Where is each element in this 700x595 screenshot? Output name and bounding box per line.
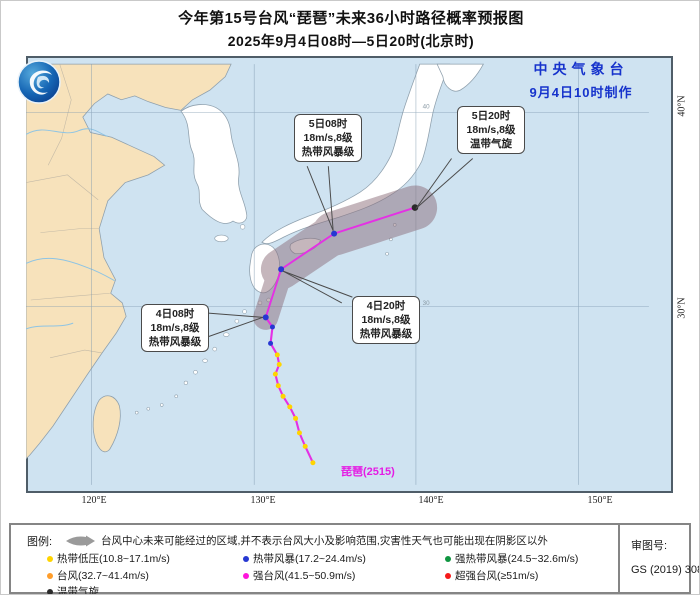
agency-issue-time: 9月4日10时制作	[529, 85, 633, 100]
agency-name: 中央气象台	[533, 61, 629, 77]
callout-time: 4日08时	[155, 308, 195, 320]
callout-time: 5日08时	[308, 118, 348, 130]
page-title: 今年第15号台风“琵琶”未来36小时路径概率预报图	[178, 10, 524, 27]
callout-5d20: 5日20时 18m/s,8级 温带气旋	[457, 106, 525, 154]
grid-intersection-label-30: 30	[423, 300, 430, 307]
callout-category: 温带气旋	[470, 138, 512, 150]
sty-dot-icon	[243, 573, 249, 580]
ty-dot-icon	[47, 573, 53, 580]
extratropical-dot-icon	[47, 589, 53, 594]
cone-legend-icon	[66, 535, 95, 547]
page-subtitle: 2025年9月4日08时—5日20时(北京时)	[227, 33, 475, 49]
legend-item-td: 热带低压(10.8~17.1m/s)	[47, 551, 170, 566]
sts-dot-icon	[445, 556, 451, 563]
callout-time: 4日20时	[366, 300, 406, 312]
approval-label: 审图号:	[631, 540, 668, 552]
callout-4d20: 4日20时 18m/s,8级 热带风暴级	[352, 296, 420, 344]
legend-item-sts: 强热带风暴(24.5~32.6m/s)	[445, 551, 578, 566]
title-block: 今年第15号台风“琵琶”未来36小时路径概率预报图 2025年9月4日08时—5…	[1, 7, 699, 51]
province-borders	[26, 64, 110, 359]
td-dot-icon	[47, 556, 53, 563]
jeju-island	[214, 234, 229, 243]
legend-cone-description: 台风中心未来可能经过的区域,并不表示台风大小及影响范围,灾害性天气也可能出现在阴…	[101, 535, 548, 547]
legend-divider	[618, 525, 620, 592]
japan-north-landmass	[436, 63, 484, 92]
storm-name-label: 琵琶(2515)	[341, 466, 395, 478]
lon-label-130e: 130°E	[250, 495, 276, 506]
lon-label-120e: 120°E	[81, 495, 107, 506]
typhoon-track-layer	[253, 185, 438, 466]
cma-logo	[17, 60, 61, 104]
callout-wind: 18m/s,8级	[466, 124, 516, 136]
lon-label-150e: 150°E	[587, 495, 613, 506]
taiwan-island	[92, 395, 121, 453]
callout-time: 5日20时	[471, 110, 511, 122]
map-canvas: 40 30	[26, 63, 649, 485]
callout-leader-lines	[200, 158, 474, 340]
grid-intersection-label-40: 40	[423, 103, 430, 110]
approval-number: GS (2019) 3082号	[631, 564, 699, 576]
legend-item-ts: 热带风暴(17.2~24.4m/s)	[243, 551, 366, 566]
superty-dot-icon	[445, 573, 451, 580]
callout-category: 热带风暴级	[301, 146, 355, 158]
legend-title: 图例:	[27, 536, 53, 548]
lat-label-30n: 30°N	[676, 297, 688, 319]
legend-item-sty: 强台风(41.5~50.9m/s)	[243, 568, 355, 583]
agency-credit: 中央气象台 9月4日10时制作	[481, 59, 681, 101]
legend-item-ty: 台风(32.7~41.4m/s)	[47, 568, 149, 583]
legend-item-extratropical: 温带气旋	[47, 584, 99, 594]
callout-4d08: 4日08时 18m/s,8级 热带风暴级	[141, 304, 209, 352]
callout-wind: 18m/s,8级	[150, 322, 200, 334]
lon-label-140e: 140°E	[418, 495, 444, 506]
callout-wind: 18m/s,8级	[303, 132, 353, 144]
callout-category: 热带风暴级	[359, 328, 413, 340]
korea-landmass	[180, 104, 248, 224]
ts-dot-icon	[243, 556, 249, 563]
china-landmass	[26, 63, 232, 460]
legend-item-superty: 超强台风(≥51m/s)	[445, 568, 538, 583]
rivers	[26, 128, 115, 330]
callout-category: 热带风暴级	[148, 336, 202, 348]
graticule	[26, 64, 649, 485]
legend-panel: 图例: 台风中心未来可能经过的区域,并不表示台风大小及影响范围,灾害性天气也可能…	[9, 523, 699, 594]
callout-wind: 18m/s,8级	[361, 314, 411, 326]
callout-5d08: 5日08时 18m/s,8级 热带风暴级	[294, 114, 362, 162]
